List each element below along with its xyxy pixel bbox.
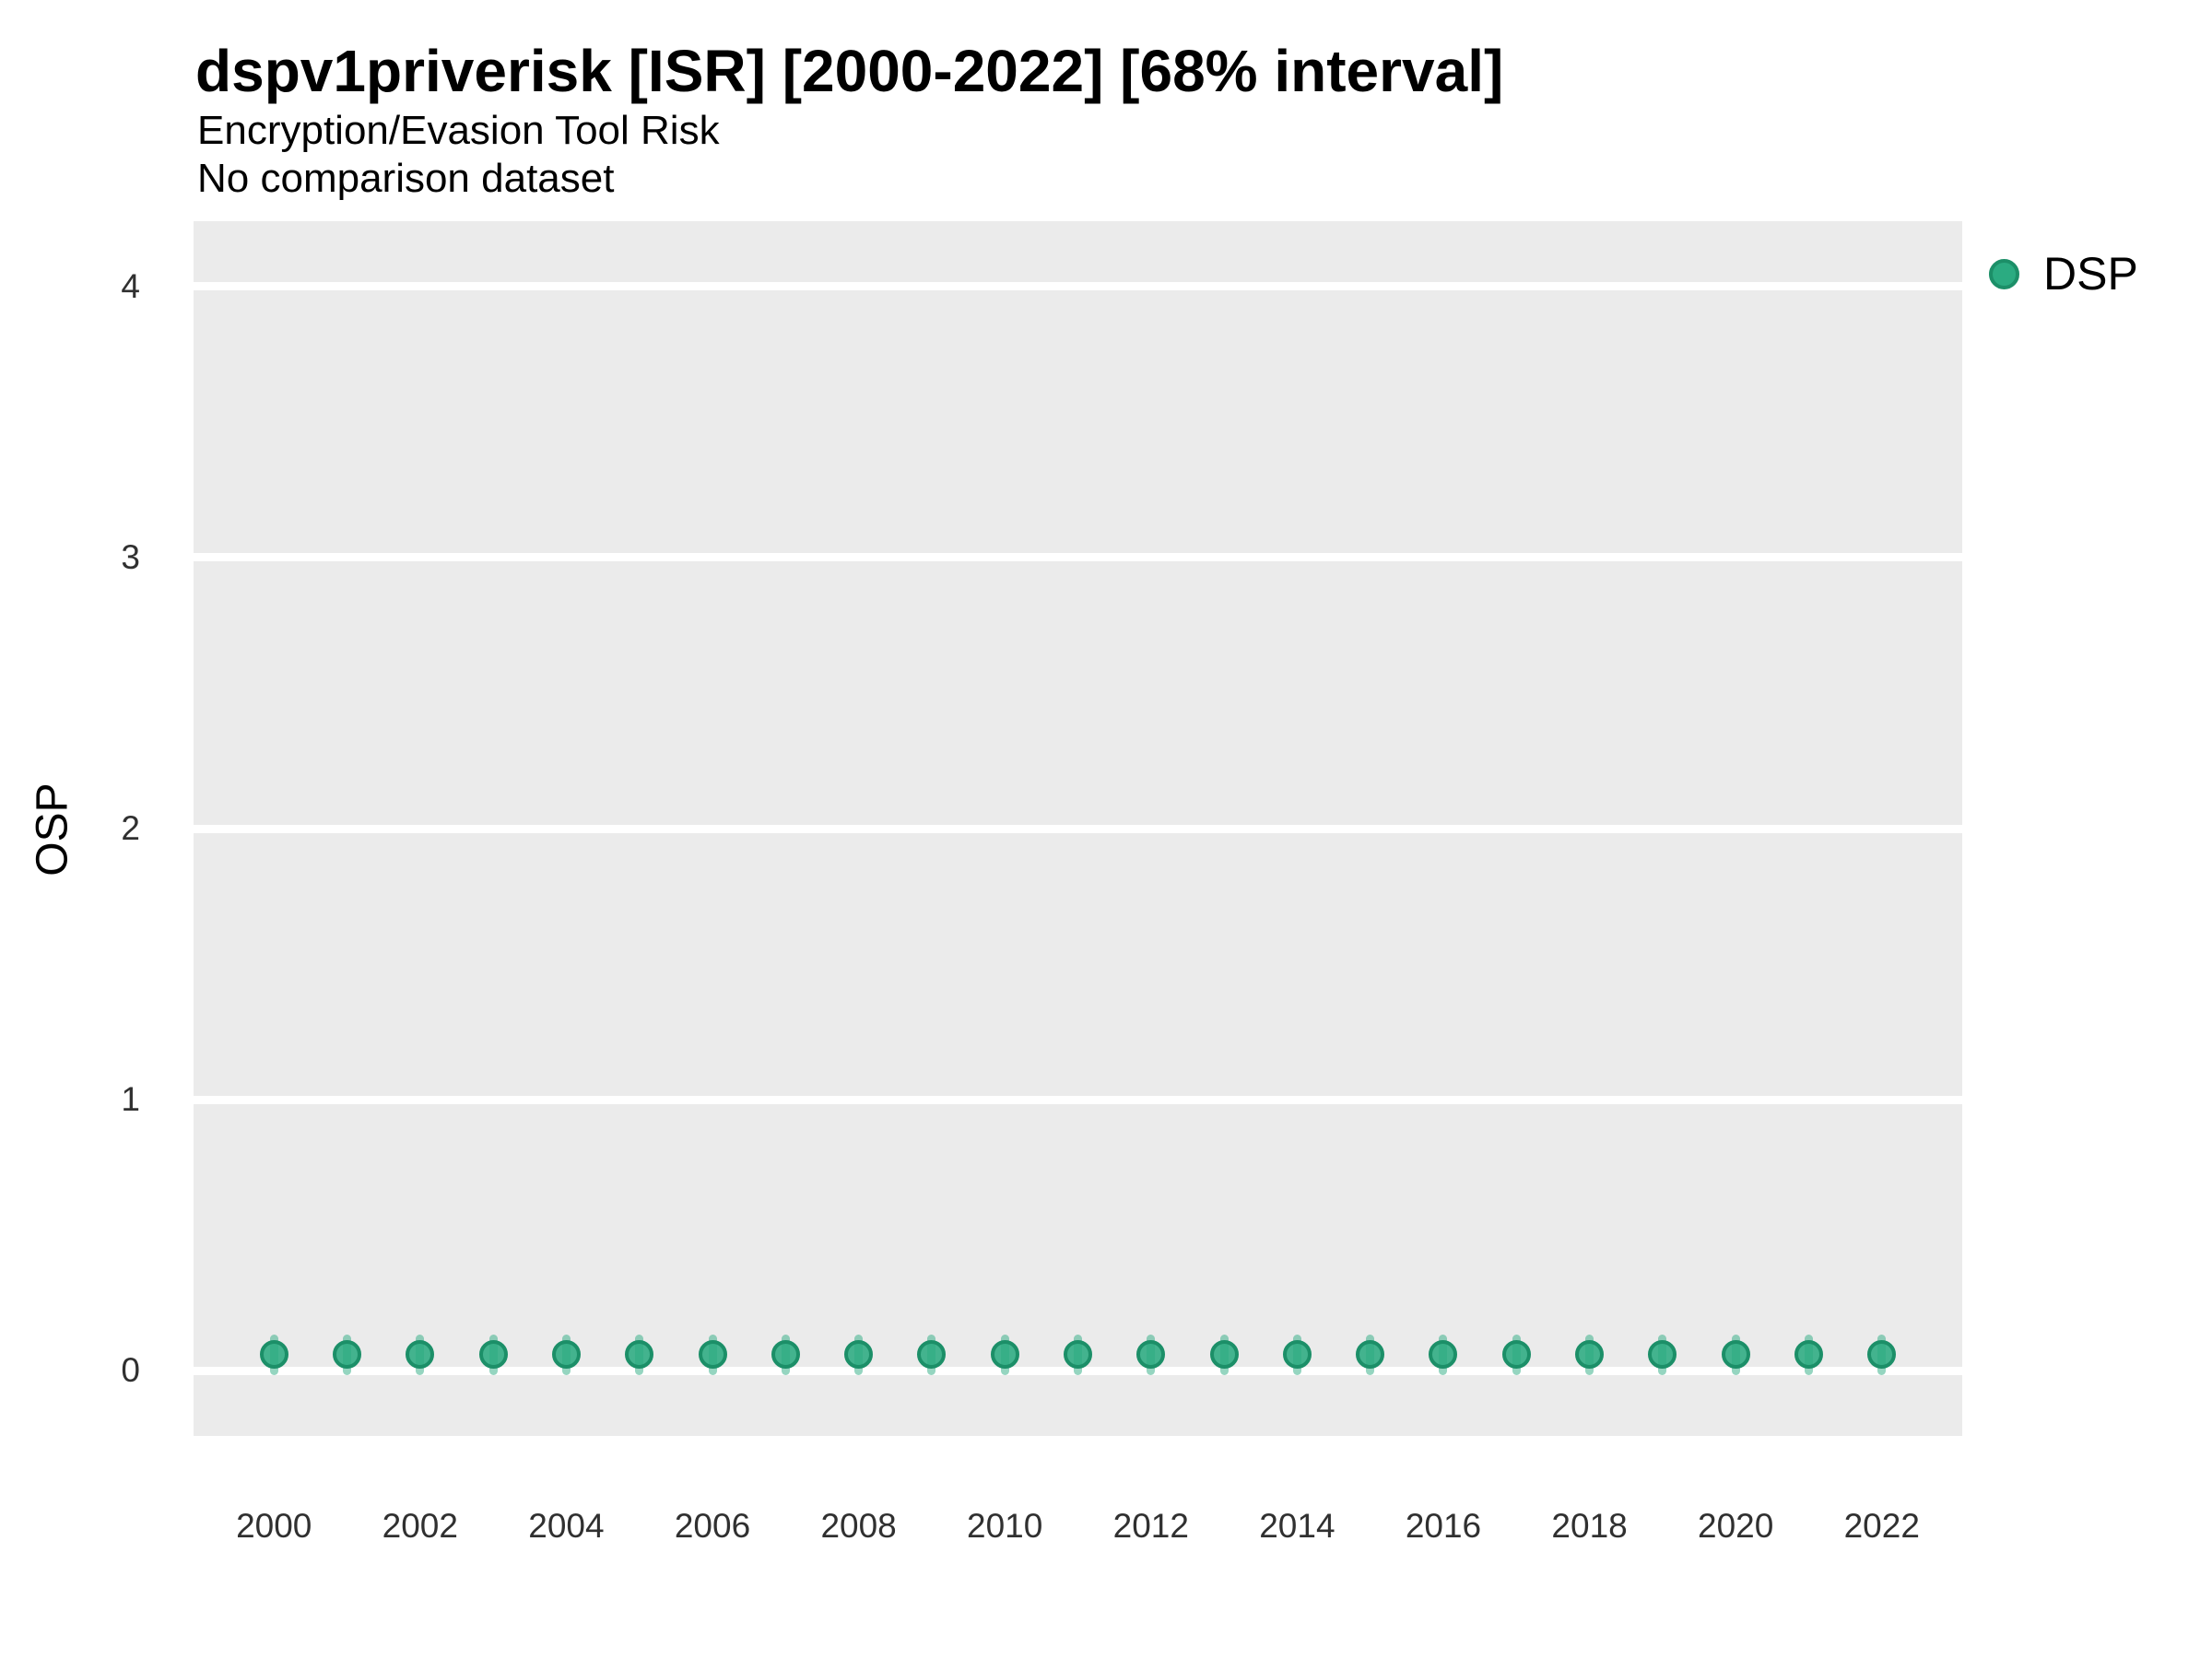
data-point-2017 [1501, 1340, 1531, 1370]
data-point-2002 [406, 1340, 435, 1370]
x-tick-label-2008: 2008 [820, 1507, 897, 1545]
data-point-2012 [1136, 1340, 1166, 1370]
legend-circle-icon [1989, 258, 2019, 289]
x-tick-label-2000: 2000 [236, 1507, 312, 1545]
data-point-2005 [625, 1340, 654, 1370]
x-tick-label-2018: 2018 [1551, 1507, 1628, 1545]
x-tick-label-2016: 2016 [1405, 1507, 1482, 1545]
x-tick-label-2006: 2006 [674, 1507, 751, 1545]
plot-panel [194, 221, 1962, 1436]
y-tick-label-3: 3 [121, 537, 140, 576]
x-tick-label-2002: 2002 [382, 1507, 458, 1545]
data-point-2021 [1794, 1340, 1823, 1370]
data-point-2020 [1721, 1340, 1750, 1370]
data-point-2003 [478, 1340, 508, 1370]
major-gridline-y-1 [194, 1095, 1962, 1104]
data-point-2022 [1867, 1340, 1897, 1370]
data-point-2009 [917, 1340, 947, 1370]
legend-label: DSP [2043, 248, 2138, 300]
data-point-2007 [771, 1340, 800, 1370]
major-gridline-y-2 [194, 824, 1962, 833]
major-gridline-y-4 [194, 282, 1962, 291]
data-point-2018 [1575, 1340, 1605, 1370]
data-point-2000 [259, 1340, 288, 1370]
chart-subtitle: Encryption/Evasion Tool Risk [197, 108, 720, 153]
data-point-2019 [1648, 1340, 1677, 1370]
x-tick-label-2014: 2014 [1259, 1507, 1335, 1545]
major-gridline-y-3 [194, 553, 1962, 562]
y-tick-label-2: 2 [121, 809, 140, 847]
y-tick-label-0: 0 [121, 1351, 140, 1390]
y-tick-label-1: 1 [121, 1080, 140, 1119]
data-point-2015 [1356, 1340, 1385, 1370]
data-point-2008 [844, 1340, 874, 1370]
legend: DSP [1989, 246, 2138, 301]
data-point-2001 [333, 1340, 362, 1370]
data-point-2006 [698, 1340, 727, 1370]
data-point-2014 [1282, 1340, 1312, 1370]
data-point-2004 [551, 1340, 581, 1370]
data-point-2011 [1064, 1340, 1092, 1370]
x-tick-label-2010: 2010 [967, 1507, 1043, 1545]
chart-note: No comparison dataset [197, 156, 615, 201]
x-tick-label-2004: 2004 [528, 1507, 605, 1545]
x-tick-label-2012: 2012 [1112, 1507, 1189, 1545]
x-tick-label-2020: 2020 [1698, 1507, 1774, 1545]
x-tick-label-2022: 2022 [1843, 1507, 1920, 1545]
data-point-2013 [1209, 1340, 1239, 1370]
chart-title: dspv1priverisk [ISR] [2000-2022] [68% in… [195, 38, 1504, 104]
data-point-2016 [1429, 1340, 1458, 1370]
y-tick-label-4: 4 [121, 266, 140, 305]
data-point-2010 [990, 1340, 1019, 1370]
